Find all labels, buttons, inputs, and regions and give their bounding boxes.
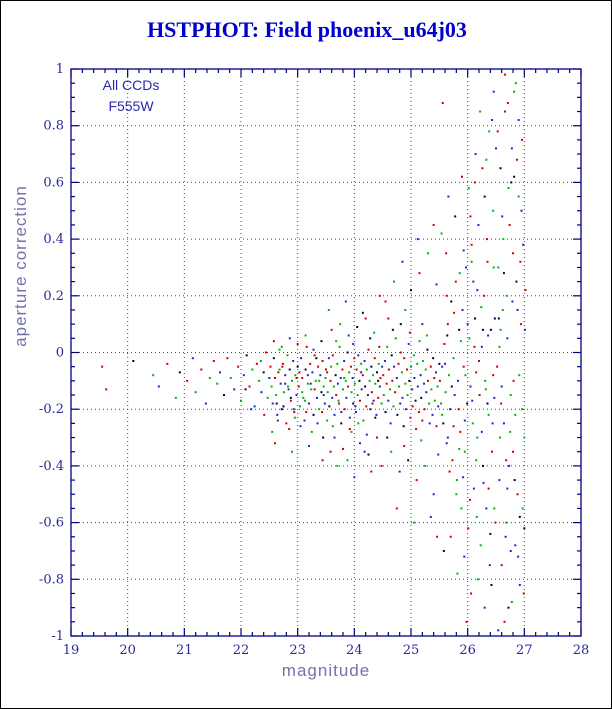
svg-text:-0.6: -0.6 [39, 516, 64, 531]
svg-text:27: 27 [516, 643, 533, 658]
chart-title: HSTPHOT: Field phoenix_u64j03 [147, 17, 467, 42]
svg-text:25: 25 [403, 643, 420, 658]
svg-text:-0.2: -0.2 [39, 402, 64, 417]
svg-text:1: 1 [56, 62, 64, 77]
svg-text:0.2: 0.2 [43, 289, 64, 304]
y-axis-label: aperture correction [11, 185, 30, 347]
svg-text:20: 20 [119, 643, 136, 658]
svg-text:0: 0 [56, 346, 64, 361]
x-axis-label: magnitude [281, 661, 371, 680]
svg-text:23: 23 [289, 643, 306, 658]
svg-text:0.8: 0.8 [43, 119, 64, 134]
svg-text:26: 26 [459, 643, 476, 658]
annotation-ccds: All CCDs [102, 77, 160, 93]
svg-text:21: 21 [176, 643, 193, 658]
svg-text:0.6: 0.6 [43, 175, 64, 190]
svg-text:19: 19 [63, 643, 80, 658]
svg-text:-0.4: -0.4 [39, 459, 64, 474]
annotation-filter: F555W [108, 98, 154, 114]
svg-text:0.4: 0.4 [43, 232, 64, 247]
svg-text:-1: -1 [51, 629, 64, 644]
svg-text:24: 24 [346, 643, 363, 658]
svg-text:22: 22 [233, 643, 250, 658]
svg-text:-0.8: -0.8 [39, 572, 64, 587]
svg-text:28: 28 [573, 643, 590, 658]
